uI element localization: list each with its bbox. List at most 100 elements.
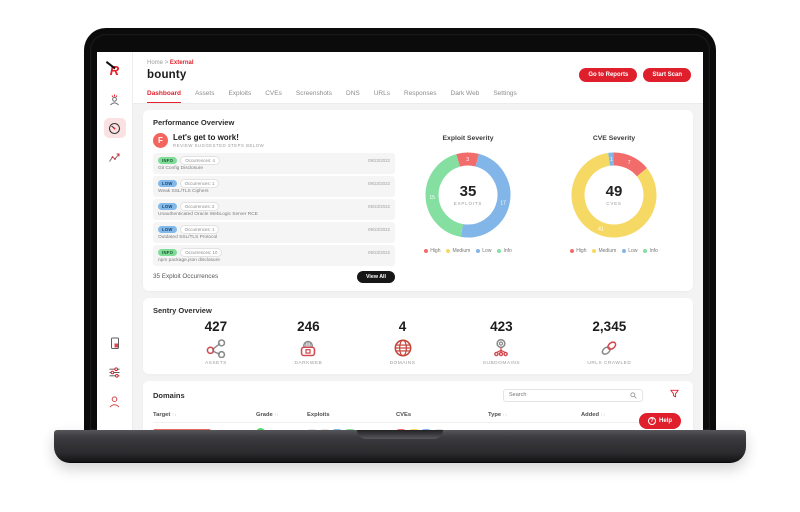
tab-exploits[interactable]: Exploits — [228, 90, 252, 97]
sort-icon[interactable]: ↑↓ — [600, 411, 606, 417]
app-logo-icon[interactable]: R — [109, 62, 120, 78]
sort-icon[interactable]: ↑↓ — [171, 411, 177, 417]
legend-label: Info — [503, 248, 512, 254]
sidebar: R — [97, 52, 133, 430]
question-icon: ? — [647, 416, 656, 425]
filters-icon[interactable] — [104, 362, 126, 382]
sort-icon[interactable]: ↑↓ — [502, 411, 508, 417]
stat-label: URLS CRAWLED — [587, 360, 632, 366]
occurrences-pill: Occurrences: 1 — [179, 178, 220, 188]
column-added[interactable]: Added ↑↓ — [581, 411, 606, 418]
attack-surface-icon[interactable] — [104, 89, 126, 109]
occurrences-pill: Occurrences: 2 — [179, 201, 220, 211]
step-date: 09/23/2022 — [368, 226, 390, 232]
svg-text:15: 15 — [429, 195, 435, 201]
sentry-overview-title: Sentry Overview — [153, 305, 212, 315]
tab-screenshots[interactable]: Screenshots — [295, 90, 332, 97]
breadcrumb: Home > External — [147, 60, 691, 66]
column-target[interactable]: Target ↑↓ — [153, 411, 177, 418]
cta-heading: Let's get to work! — [173, 133, 239, 142]
step-date: 09/23/2022 — [368, 249, 390, 255]
view-all-button[interactable]: View All — [356, 270, 395, 283]
stat-value: 4 — [398, 318, 407, 334]
table-header: Target ↑↓ Grade ↑↓ Exploits CVEs Type ↑↓… — [153, 412, 683, 423]
urls-crawled-icon — [598, 338, 620, 358]
suggested-step-row[interactable]: LOW Occurrences: 1 09/23/2022 Outdated S… — [153, 222, 395, 243]
domains-title: Domains — [153, 390, 185, 400]
sort-icon[interactable]: ↑↓ — [274, 411, 279, 417]
tab-urls[interactable]: URLs — [373, 90, 390, 97]
stat-value: 246 — [297, 318, 320, 334]
stat-value: 427 — [204, 318, 228, 334]
column-type[interactable]: Type ↑↓ — [488, 411, 508, 418]
tab-cves[interactable]: CVEs — [265, 90, 282, 97]
stat-domains[interactable]: 4 DOMAINS — [390, 319, 416, 366]
stat-label: SUBDOMAINS — [482, 360, 521, 366]
exploit-severity-donut[interactable]: 3 17 15 35 EXPLOITS — [420, 147, 516, 243]
occurrences-pill: Occurrences: 10 — [180, 247, 223, 257]
stat-urls-crawled[interactable]: 2,345 URLS CRAWLED — [587, 319, 631, 366]
column-cves[interactable]: CVEs — [396, 411, 412, 418]
tab-dashboard[interactable]: Dashboard — [147, 90, 181, 103]
help-button[interactable]: ? Help — [638, 412, 681, 429]
step-name: Git Config Disclosure — [158, 166, 204, 171]
page-header: Home > External bounty Go to Reports Sta… — [133, 52, 703, 82]
chart-title: Exploit Severity — [442, 135, 494, 142]
column-grade[interactable]: Grade ↑↓ — [256, 411, 279, 418]
tab-assets[interactable]: Assets — [194, 90, 215, 97]
breadcrumb-home[interactable]: Home — [147, 60, 164, 66]
breadcrumb-separator: > — [164, 60, 169, 66]
stat-darkweb[interactable]: 246 DARK — [295, 319, 323, 366]
legend-dot — [570, 249, 575, 253]
filter-funnel-icon[interactable] — [670, 389, 679, 398]
start-scan-button[interactable]: Start Scan — [643, 68, 691, 82]
step-name: Weak SSL/TLS Ciphers — [158, 189, 209, 194]
legend-dot — [424, 249, 429, 253]
domain-link-partial[interactable] — [153, 429, 211, 430]
search-input[interactable] — [509, 392, 630, 398]
legend-label: Low — [628, 248, 638, 254]
help-label: Help — [658, 417, 672, 424]
occurrences-pill: Occurrences: 4 — [180, 155, 220, 165]
column-exploits[interactable]: Exploits — [307, 411, 330, 418]
cta-subheading: REVIEW SUGGESTED STEPS BELOW — [173, 143, 265, 148]
cve-severity-donut[interactable]: 1 7 41 49 CVES — [566, 147, 662, 243]
content-area: Performance Overview F Let's get to work… — [133, 104, 703, 430]
analytics-icon[interactable] — [104, 147, 126, 167]
reports-icon[interactable] — [104, 333, 126, 353]
legend-dot — [643, 249, 648, 253]
domains-card: Domains Target ↑↓ — [143, 380, 693, 430]
severity-badge: INFO — [158, 156, 178, 164]
search-box[interactable] — [503, 388, 643, 402]
recon-dashboard-icon[interactable] — [103, 118, 126, 138]
tab-dns[interactable]: DNS — [346, 90, 360, 97]
profile-icon[interactable] — [104, 391, 126, 411]
svg-text:1: 1 — [610, 157, 613, 163]
svg-text:7: 7 — [628, 160, 631, 166]
domains-icon — [392, 338, 414, 358]
legend-label: Medium — [452, 248, 471, 254]
step-date: 09/23/2022 — [368, 180, 390, 186]
chart-legend: High Medium Low Info — [570, 248, 658, 254]
svg-text:3: 3 — [466, 157, 469, 163]
go-to-reports-button[interactable]: Go to Reports — [579, 68, 638, 82]
tab-darkweb[interactable]: Dark Web — [450, 90, 480, 97]
sentry-overview-card: Sentry Overview 427 — [143, 297, 693, 374]
stat-assets[interactable]: 427 ASSETS — [205, 319, 228, 366]
darkweb-icon — [297, 338, 319, 358]
tab-responses[interactable]: Responses — [404, 90, 437, 97]
svg-text:41: 41 — [598, 226, 604, 232]
performance-overview-title: Performance Overview — [153, 118, 235, 127]
stat-subdomains[interactable]: 423 — [483, 319, 520, 366]
main-area: Home > External bounty Go to Reports Sta… — [133, 52, 703, 430]
suggested-step-row[interactable]: INFO Occurrences: 10 09/23/2022 npm pack… — [153, 245, 395, 266]
search-icon — [630, 391, 637, 399]
suggested-step-row[interactable]: LOW Occurrences: 2 09/23/2022 Unauthenti… — [153, 199, 395, 220]
legend-dot — [622, 249, 627, 253]
suggested-step-row[interactable]: LOW Occurrences: 1 09/23/2022 Weak SSL/T… — [153, 176, 395, 197]
step-name: Outdated SSL/TLS Protocol — [158, 235, 218, 240]
tab-settings[interactable]: Settings — [493, 90, 517, 97]
suggested-step-row[interactable]: INFO Occurrences: 4 09/23/2022 Git Confi… — [153, 153, 395, 174]
table-row[interactable] — [153, 423, 683, 430]
